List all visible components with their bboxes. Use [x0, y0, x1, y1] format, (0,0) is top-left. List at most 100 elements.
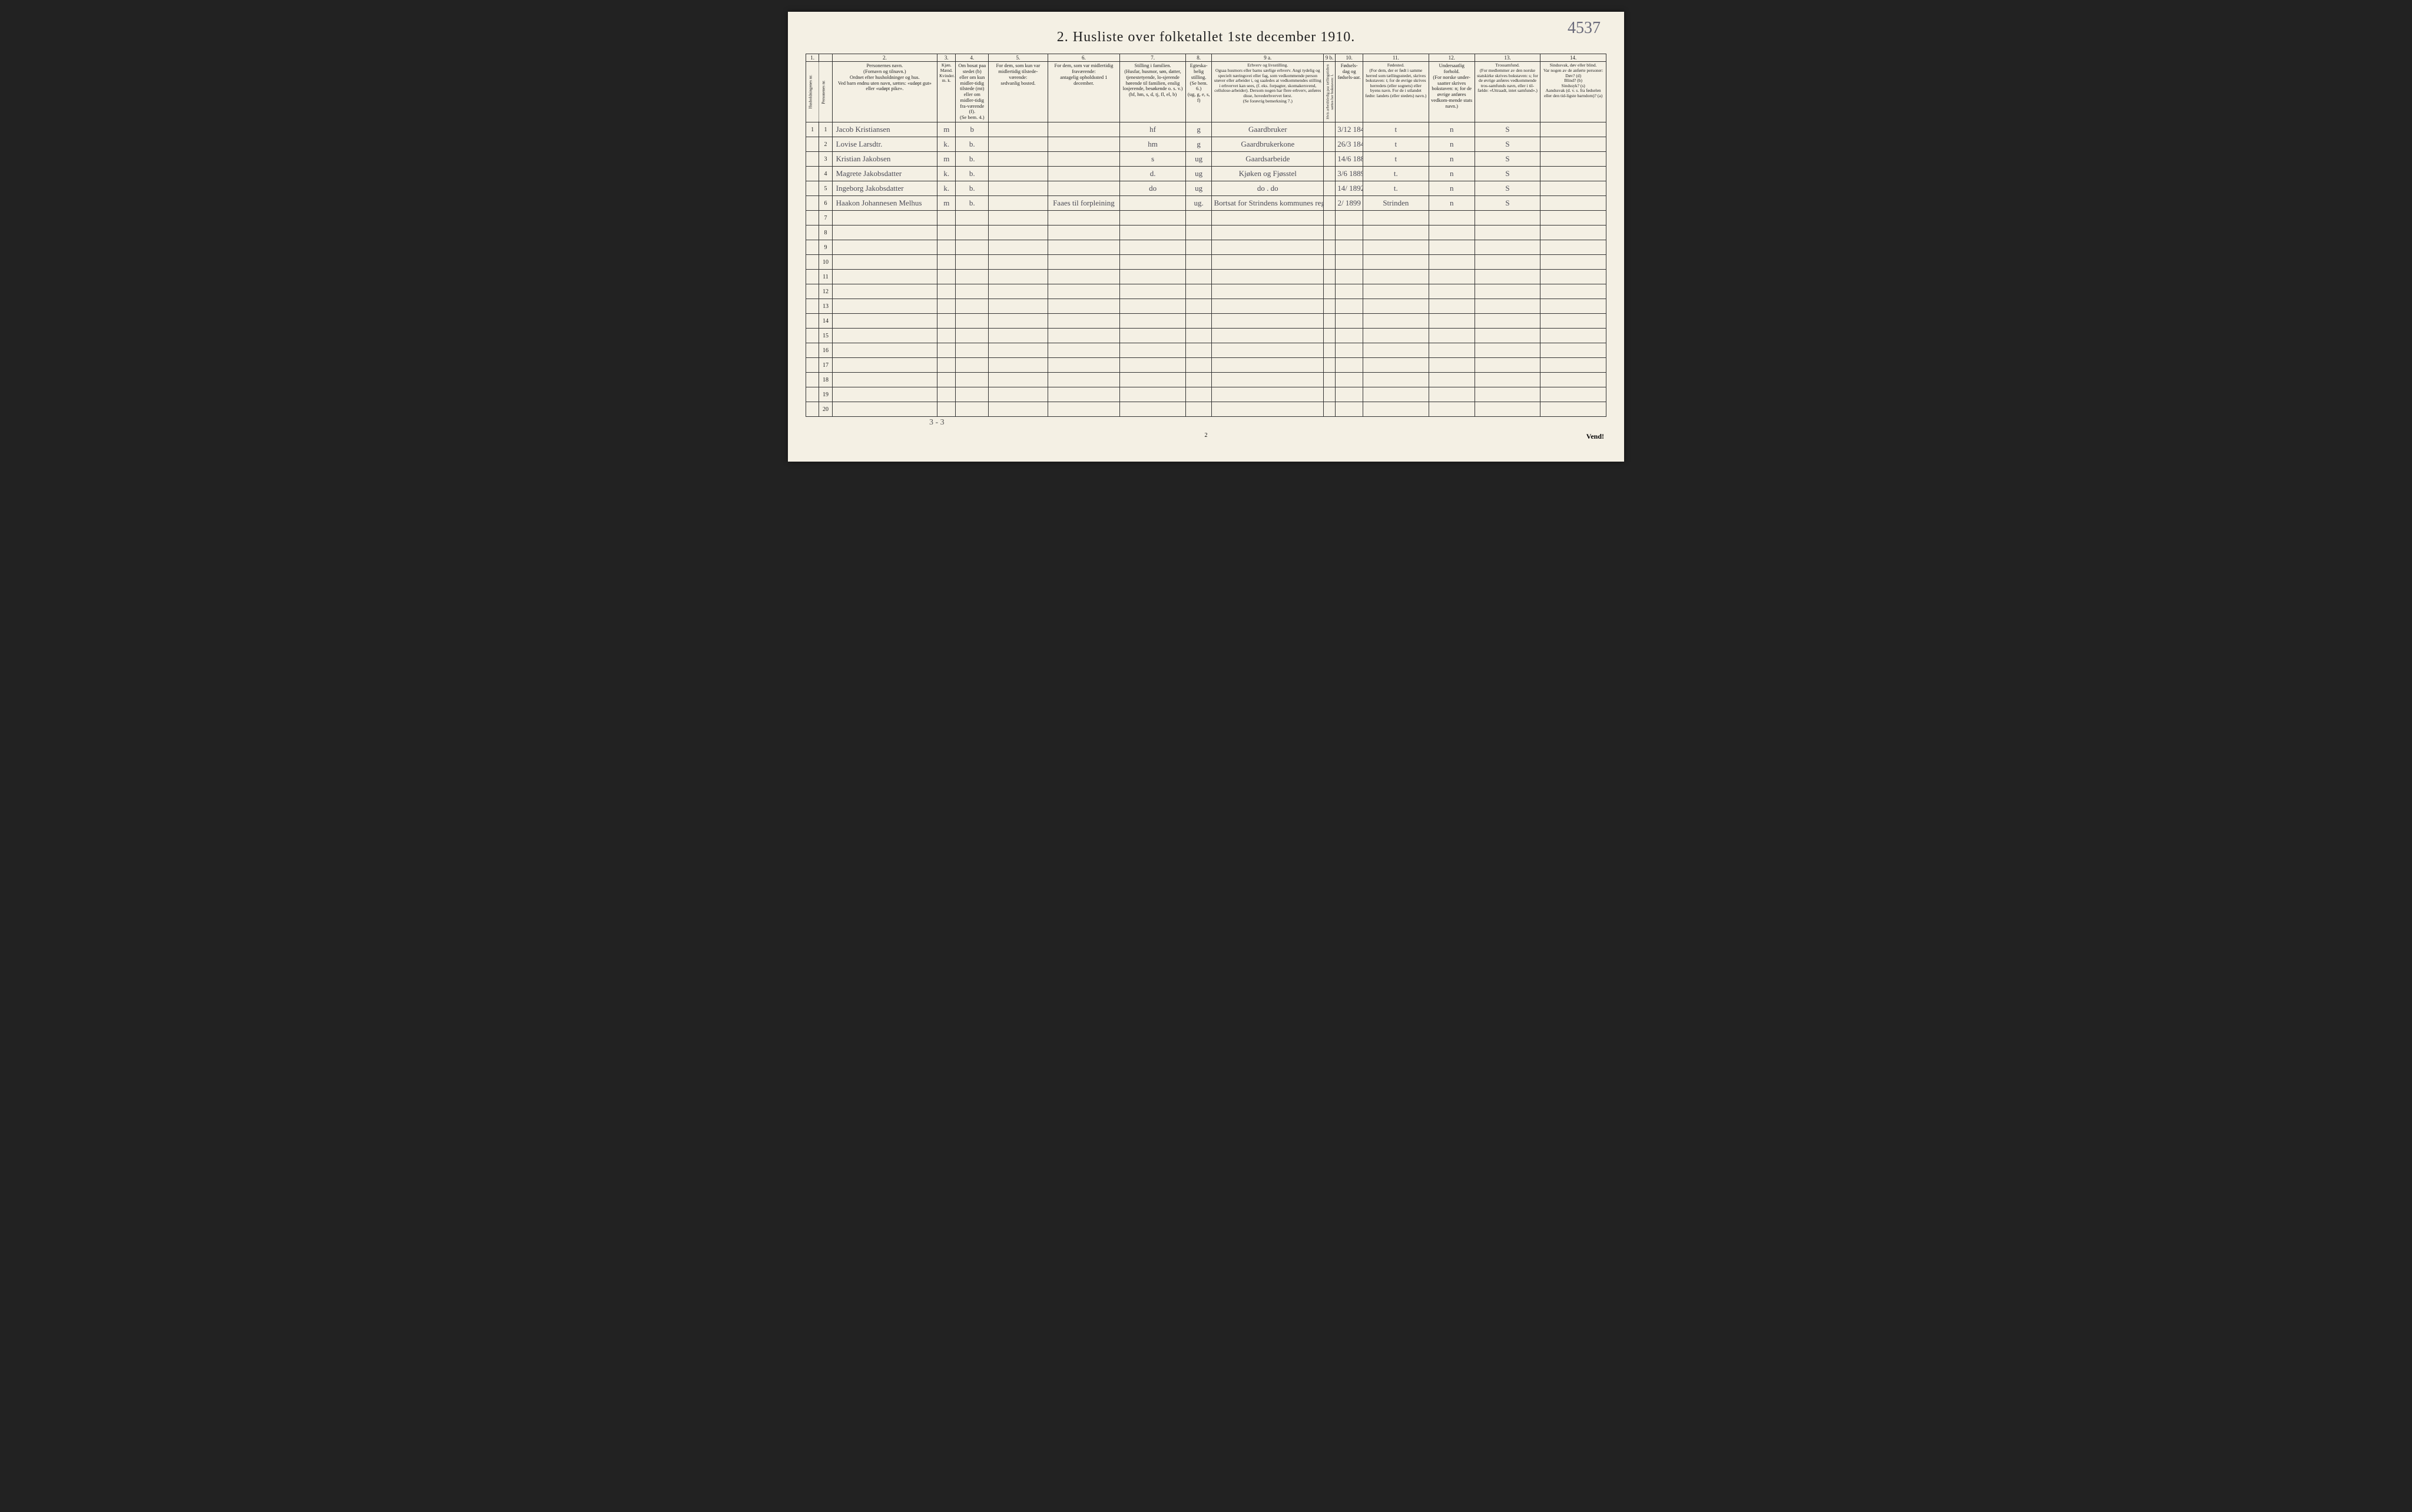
cell-name: Haakon Johannesen Melhus	[832, 196, 937, 211]
cell-fravaerende-opphold	[1048, 211, 1120, 226]
cell-household-nr	[806, 329, 819, 343]
cell-fodested	[1363, 358, 1429, 373]
cell-egteskabelig: ug	[1185, 152, 1212, 167]
cell-sex: m	[937, 122, 956, 137]
cell-household-nr	[806, 226, 819, 240]
cell-stilling-familien	[1120, 329, 1186, 343]
cell-erhverv: do . do	[1212, 181, 1324, 196]
cell-trossamfund: S	[1475, 167, 1540, 181]
cell-person-nr: 2	[819, 137, 832, 152]
cell-fodselsdag: 3/12 1841	[1336, 122, 1363, 137]
cell-name	[832, 299, 937, 314]
cell-sex	[937, 240, 956, 255]
cell-fravaerende-opphold	[1048, 255, 1120, 270]
cell-person-nr: 5	[819, 181, 832, 196]
cell-trossamfund	[1475, 299, 1540, 314]
cell-trossamfund	[1475, 387, 1540, 402]
cell-egteskabelig: g	[1185, 137, 1212, 152]
cell-household-nr	[806, 137, 819, 152]
cell-bosat	[956, 329, 989, 343]
cell-sindssvak	[1540, 284, 1606, 299]
cell-bosat	[956, 226, 989, 240]
cell-sex	[937, 270, 956, 284]
cell-egteskabelig	[1185, 270, 1212, 284]
cell-tilstede-bosted	[989, 387, 1048, 402]
cell-fravaerende-opphold	[1048, 358, 1120, 373]
header-erhverv: Erhverv og livsstilling. Ogsaa husmors e…	[1212, 62, 1324, 122]
cell-bosat: b.	[956, 167, 989, 181]
header-midlertidig-tilstede: For dem, som kun var midlertidig tilsted…	[989, 62, 1048, 122]
colnum-13: 13.	[1475, 54, 1540, 62]
cell-egteskabelig	[1185, 240, 1212, 255]
cell-sex	[937, 284, 956, 299]
cell-stilling-familien	[1120, 402, 1186, 417]
cell-sex	[937, 343, 956, 358]
cell-stilling-familien: do	[1120, 181, 1186, 196]
table-row: 5Ingeborg Jakobsdatterk.b.dougdo . do14/…	[806, 181, 1606, 196]
table-row: 14	[806, 314, 1606, 329]
cell-name	[832, 402, 937, 417]
cell-sex	[937, 226, 956, 240]
cell-tilstede-bosted	[989, 240, 1048, 255]
cell-stilling-familien	[1120, 255, 1186, 270]
cell-erhverv	[1212, 226, 1324, 240]
cell-bosat: b.	[956, 181, 989, 196]
cell-arbeidsledig	[1324, 314, 1336, 329]
cell-erhverv	[1212, 211, 1324, 226]
cell-fodselsdag: 3/6 1889	[1336, 167, 1363, 181]
cell-household-nr	[806, 240, 819, 255]
page-title: 2. Husliste over folketallet 1ste decemb…	[806, 29, 1606, 45]
cell-person-nr: 8	[819, 226, 832, 240]
table-row: 9	[806, 240, 1606, 255]
colnum-10: 10.	[1336, 54, 1363, 62]
header-stilling-familien: Stilling i familien. (Husfar, husmor, sø…	[1120, 62, 1186, 122]
cell-undersaatlig	[1429, 211, 1475, 226]
cell-person-nr: 7	[819, 211, 832, 226]
cell-household-nr	[806, 299, 819, 314]
cell-erhverv	[1212, 314, 1324, 329]
cell-undersaatlig	[1429, 314, 1475, 329]
cell-erhverv: Kjøken og Fjøsstel	[1212, 167, 1324, 181]
cell-trossamfund	[1475, 226, 1540, 240]
cell-egteskabelig: ug.	[1185, 196, 1212, 211]
cell-trossamfund	[1475, 211, 1540, 226]
header-fodselsdag: Fødsels-dag og fødsels-aar.	[1336, 62, 1363, 122]
cell-sex	[937, 373, 956, 387]
cell-trossamfund	[1475, 343, 1540, 358]
cell-fodested	[1363, 299, 1429, 314]
cell-household-nr	[806, 196, 819, 211]
cell-sindssvak	[1540, 226, 1606, 240]
cell-egteskabelig	[1185, 226, 1212, 240]
cell-arbeidsledig	[1324, 402, 1336, 417]
cell-person-nr: 17	[819, 358, 832, 373]
cell-tilstede-bosted	[989, 314, 1048, 329]
cell-bosat	[956, 255, 989, 270]
cell-fodselsdag	[1336, 343, 1363, 358]
cell-household-nr	[806, 402, 819, 417]
cell-fravaerende-opphold	[1048, 343, 1120, 358]
cell-name: Jacob Kristiansen	[832, 122, 937, 137]
cell-name	[832, 387, 937, 402]
cell-fravaerende-opphold	[1048, 167, 1120, 181]
cell-person-nr: 4	[819, 167, 832, 181]
cell-arbeidsledig	[1324, 270, 1336, 284]
corner-annotation: 4537	[1568, 19, 1601, 38]
cell-bosat	[956, 358, 989, 373]
cell-sindssvak	[1540, 167, 1606, 181]
cell-name: Lovise Larsdtr.	[832, 137, 937, 152]
cell-fodselsdag	[1336, 402, 1363, 417]
cell-person-nr: 11	[819, 270, 832, 284]
cell-undersaatlig	[1429, 358, 1475, 373]
cell-trossamfund	[1475, 373, 1540, 387]
cell-person-nr: 3	[819, 152, 832, 167]
cell-trossamfund	[1475, 402, 1540, 417]
cell-stilling-familien: d.	[1120, 167, 1186, 181]
cell-undersaatlig	[1429, 270, 1475, 284]
table-row: 20	[806, 402, 1606, 417]
cell-bosat	[956, 299, 989, 314]
cell-tilstede-bosted	[989, 167, 1048, 181]
cell-sex	[937, 358, 956, 373]
cell-arbeidsledig	[1324, 299, 1336, 314]
cell-stilling-familien: hf	[1120, 122, 1186, 137]
header-household-nr: Husholdningenes nr.	[806, 62, 819, 122]
